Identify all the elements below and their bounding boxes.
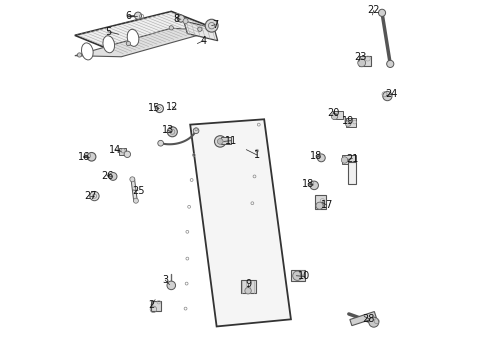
Bar	[220, 138, 231, 144]
Text: 7: 7	[212, 19, 218, 30]
Bar	[349, 311, 376, 326]
Text: 24: 24	[385, 89, 397, 99]
Circle shape	[109, 172, 117, 180]
Circle shape	[126, 41, 130, 46]
Circle shape	[77, 53, 81, 57]
Bar	[314, 195, 325, 209]
Circle shape	[205, 19, 218, 32]
Circle shape	[90, 192, 99, 201]
Circle shape	[124, 151, 130, 157]
Circle shape	[309, 181, 318, 190]
Text: 11: 11	[224, 136, 237, 146]
Circle shape	[169, 26, 173, 30]
Text: 16: 16	[78, 152, 90, 162]
Bar	[358, 57, 371, 66]
Circle shape	[177, 15, 184, 22]
Text: 14: 14	[109, 145, 121, 155]
Text: 2: 2	[147, 300, 154, 310]
Circle shape	[158, 140, 163, 146]
Circle shape	[87, 153, 96, 161]
Circle shape	[193, 128, 199, 134]
Circle shape	[341, 157, 347, 163]
Circle shape	[134, 12, 142, 19]
Bar	[119, 148, 125, 155]
Circle shape	[345, 121, 350, 126]
Circle shape	[378, 9, 385, 17]
Text: 9: 9	[244, 279, 251, 289]
Polygon shape	[75, 28, 214, 57]
Text: 22: 22	[367, 5, 379, 15]
Circle shape	[244, 288, 251, 294]
Text: 13: 13	[161, 125, 173, 135]
Text: 15: 15	[148, 103, 161, 113]
Bar	[345, 118, 356, 127]
Text: 17: 17	[320, 200, 332, 210]
Circle shape	[167, 127, 177, 137]
Text: 1: 1	[253, 150, 260, 160]
Text: 8: 8	[173, 14, 179, 23]
Ellipse shape	[102, 36, 114, 53]
Circle shape	[292, 271, 302, 280]
Text: 18: 18	[302, 179, 314, 189]
Circle shape	[331, 113, 337, 120]
Text: 12: 12	[166, 102, 178, 112]
Circle shape	[217, 139, 223, 144]
Text: 20: 20	[326, 108, 339, 118]
Bar	[290, 270, 305, 281]
Text: 19: 19	[341, 116, 353, 126]
Circle shape	[183, 18, 188, 23]
Circle shape	[317, 154, 325, 162]
Text: 26: 26	[101, 171, 113, 181]
Circle shape	[315, 202, 323, 209]
Circle shape	[130, 177, 135, 182]
Circle shape	[133, 198, 138, 203]
Polygon shape	[75, 12, 214, 54]
Text: 4: 4	[200, 36, 206, 46]
Text: 10: 10	[298, 271, 310, 282]
Text: 18: 18	[309, 151, 322, 161]
Circle shape	[197, 27, 202, 31]
Text: 28: 28	[362, 314, 374, 324]
Text: 6: 6	[125, 11, 131, 21]
Circle shape	[386, 60, 393, 67]
Text: 25: 25	[132, 186, 144, 196]
Text: 27: 27	[84, 191, 96, 201]
Polygon shape	[183, 21, 217, 41]
Bar	[347, 162, 355, 184]
Text: 21: 21	[346, 154, 358, 163]
Ellipse shape	[81, 43, 93, 60]
Circle shape	[214, 136, 225, 147]
Bar	[332, 111, 343, 119]
Polygon shape	[190, 119, 290, 327]
Text: 3: 3	[162, 275, 168, 285]
Circle shape	[166, 281, 175, 290]
Bar	[241, 280, 256, 293]
Text: 23: 23	[354, 52, 366, 62]
Polygon shape	[131, 178, 137, 202]
Circle shape	[357, 59, 365, 67]
Circle shape	[368, 317, 378, 327]
Bar	[150, 301, 161, 311]
Circle shape	[382, 91, 391, 101]
Bar	[341, 155, 355, 164]
Text: 5: 5	[105, 27, 111, 37]
Ellipse shape	[127, 29, 139, 46]
